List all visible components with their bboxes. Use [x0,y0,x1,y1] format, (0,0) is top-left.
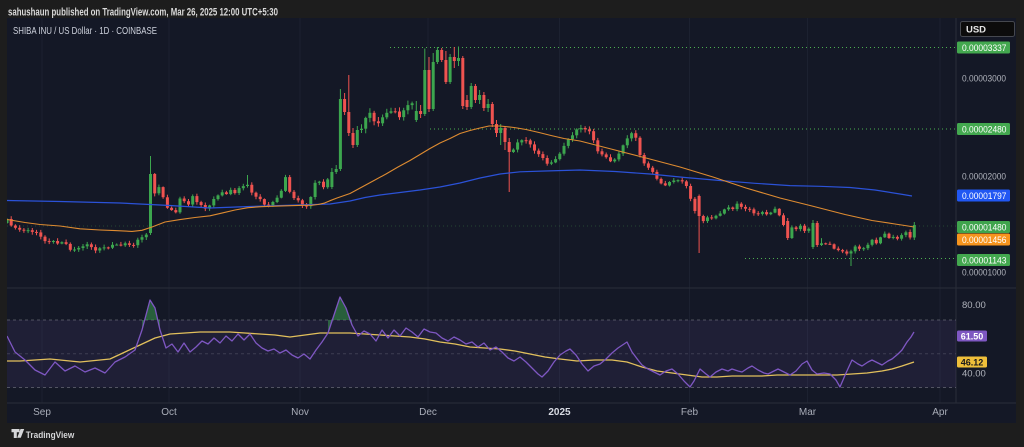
svg-text:0.00002480: 0.00002480 [962,125,1007,135]
svg-text:Mar: Mar [799,407,817,418]
svg-text:SHIBA INU / US Dollar · 1D · C: SHIBA INU / US Dollar · 1D · COINBASE [13,26,157,37]
svg-text:Sep: Sep [33,407,51,418]
svg-text:sahushaun published on Trading: sahushaun published on TradingView.com, … [8,7,278,19]
svg-text:USD: USD [966,25,986,36]
svg-text:0.00003337: 0.00003337 [962,43,1007,53]
svg-text:TradingView: TradingView [26,430,75,441]
svg-text:0.00001797: 0.00001797 [962,191,1007,201]
svg-text:0.00002000: 0.00002000 [962,172,1006,183]
svg-text:80.00: 80.00 [962,300,986,311]
svg-text:0.00001456: 0.00001456 [962,235,1007,245]
svg-text:Oct: Oct [161,407,177,418]
svg-text:Nov: Nov [291,407,309,418]
svg-text:46.12: 46.12 [961,358,984,368]
svg-text:61.50: 61.50 [961,332,984,342]
svg-text:40.00: 40.00 [962,369,986,380]
svg-text:Dec: Dec [419,407,437,418]
svg-text:Feb: Feb [681,407,699,418]
svg-text:0.00001480: 0.00001480 [962,223,1007,233]
svg-text:0.00003000: 0.00003000 [962,74,1006,85]
svg-text:0.00001143: 0.00001143 [962,256,1007,266]
svg-text:0.00001000: 0.00001000 [962,268,1006,279]
svg-text:Apr: Apr [932,407,948,418]
svg-text:2025: 2025 [548,407,571,418]
